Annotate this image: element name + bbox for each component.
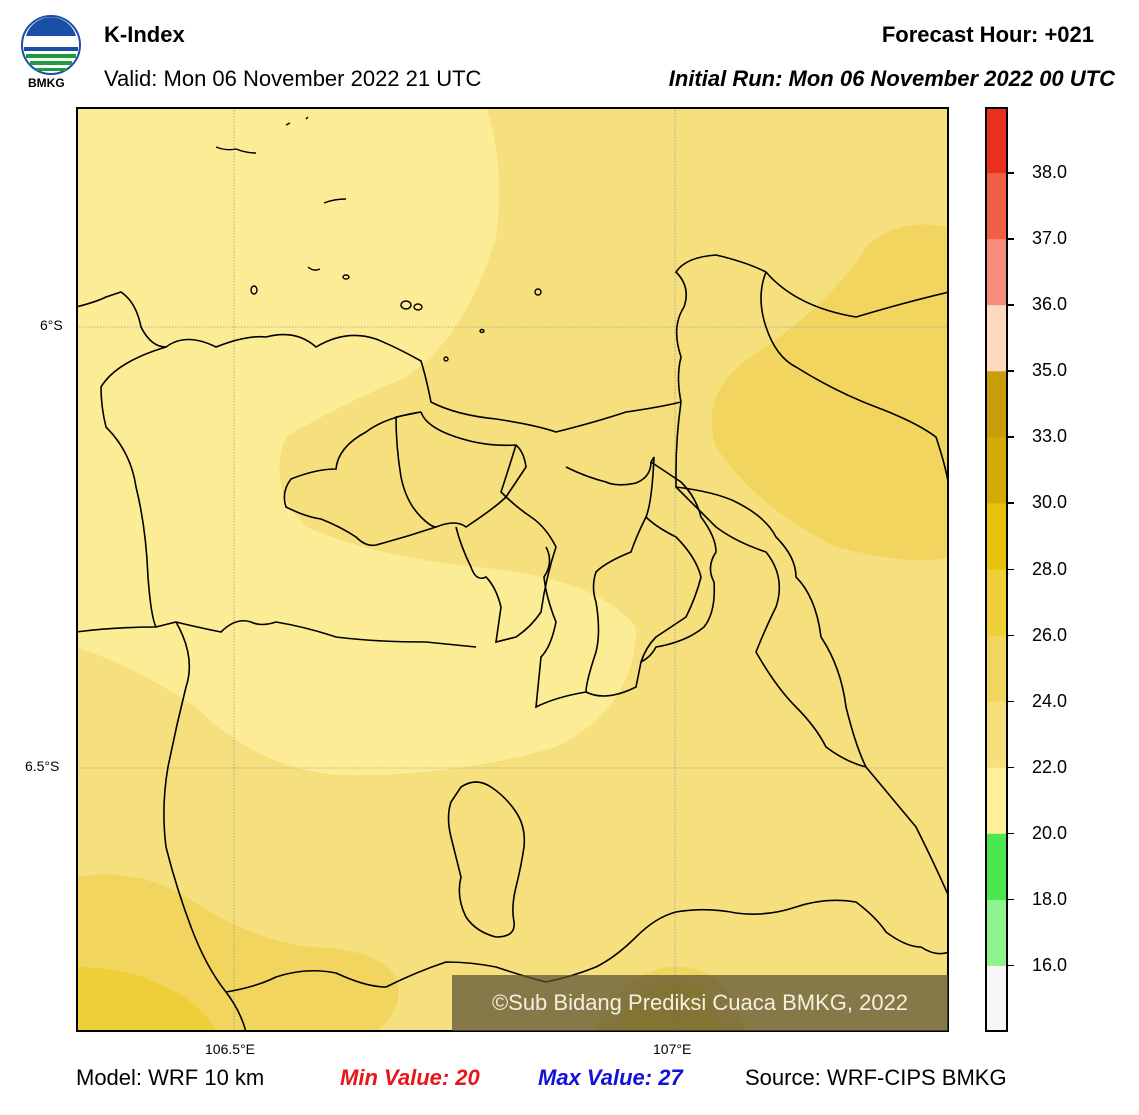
island-12 [443, 356, 449, 362]
colorbar-label: 35.0 [1032, 360, 1068, 381]
colorbar-label: 28.0 [1032, 558, 1068, 579]
field-light-region [76, 107, 636, 776]
map-frame [76, 107, 949, 1032]
colorbar-segment [985, 701, 1008, 769]
east-highlands [640, 516, 702, 663]
colorbar-label: 22.0 [1032, 756, 1068, 777]
island-2 [285, 122, 291, 126]
valid-time: Valid: Mon 06 November 2022 21 UTC [104, 66, 482, 91]
colorbar-segment [985, 899, 1008, 967]
colorbar-svg [985, 107, 1008, 1033]
colorbar-tick [1008, 766, 1014, 769]
map-svg [75, 107, 950, 1033]
central-block [535, 456, 655, 709]
logo-text: BMKG [28, 76, 65, 90]
colorbar-tick [1008, 502, 1014, 504]
colorbar-label: 38.0 [1032, 162, 1068, 183]
east-boundary [675, 401, 950, 898]
source-label: Source: WRF-CIPS BMKG [745, 1065, 1007, 1090]
lon-tick-1065e: 106.5°E [205, 1041, 255, 1057]
boundaries [75, 254, 950, 1033]
island-7 [250, 285, 258, 295]
forecast-hour: Forecast Hour: +021 [881, 22, 1094, 47]
west-border [75, 626, 157, 633]
colorbar-segment [985, 305, 1008, 372]
colorbar-segment [985, 173, 1008, 240]
colorbar-tick [1008, 964, 1014, 967]
initial-run: Initial Run: Mon 06 November 2022 00 UTC [668, 66, 1115, 91]
island-5 [307, 266, 321, 271]
central-vertical-1 [395, 411, 437, 528]
island-10 [534, 288, 542, 296]
islands [215, 116, 542, 362]
colorbar-segment [985, 239, 1008, 306]
island-4 [323, 198, 347, 204]
island-8 [400, 300, 412, 310]
colorbar-tick [1008, 238, 1014, 240]
chart-title: K-Index [104, 22, 185, 47]
colorbar-tick [1008, 436, 1014, 438]
colorbar-tick [1008, 700, 1014, 703]
colorbar-segment [985, 503, 1008, 570]
colorbar-label: 24.0 [1032, 690, 1068, 711]
colorbar-label: 33.0 [1032, 426, 1068, 447]
island-3 [305, 116, 309, 120]
colorbar-segment [985, 965, 1008, 1033]
colorbar-segment [985, 635, 1008, 703]
copyright-label: ©Sub Bidang Prediksi Cuaca BMKG, 2022 [452, 975, 948, 1031]
gridlines [76, 107, 949, 1032]
colorbar-tick [1008, 370, 1014, 372]
east-inner [585, 461, 717, 697]
colorbar-tick [1008, 832, 1014, 835]
central-lowlands [283, 411, 527, 547]
colorbar-label: 26.0 [1032, 624, 1068, 645]
colorbar-tick [1008, 172, 1014, 174]
central-vertical-2 [455, 444, 557, 644]
colorbar-tick [1008, 898, 1014, 901]
colorbar-label: 18.0 [1032, 888, 1068, 909]
colorbar-label: 30.0 [1032, 492, 1068, 513]
island-9 [413, 303, 423, 311]
south-central-west [225, 899, 950, 993]
coastline-east [674, 254, 950, 403]
south-lake [447, 781, 526, 938]
colorbar-segment [985, 107, 1008, 174]
colorbar-segment [985, 437, 1008, 504]
field-dark-region-bottom [76, 967, 216, 1032]
colorbar-label: 36.0 [1032, 294, 1068, 315]
colorbar-segment [985, 371, 1008, 438]
colorbar-tick [1008, 568, 1014, 570]
lon-tick-107e: 107°E [653, 1041, 692, 1057]
island-1 [215, 146, 257, 154]
bmkg-logo: BMKG [18, 12, 88, 92]
colorbar-segment [985, 569, 1008, 637]
island-11 [479, 328, 485, 334]
south-west [163, 621, 247, 1033]
colorbar-tick [1008, 304, 1014, 306]
east-coastal [760, 271, 950, 488]
island-6 [342, 274, 350, 280]
field-medium-region [711, 224, 949, 561]
map-area [75, 107, 950, 1033]
colorbar-label: 20.0 [1032, 822, 1068, 843]
lat-tick-6s: 6°S [40, 317, 63, 333]
colorbar-segment [985, 833, 1008, 901]
colorbar-tick [1008, 634, 1014, 637]
colorbar-segment [985, 767, 1008, 835]
min-value-label: Min Value: 20 [340, 1065, 480, 1090]
colorbar [985, 107, 1008, 1033]
colorbar-label: 37.0 [1032, 228, 1068, 249]
colorbar-frame [985, 107, 1008, 1032]
east-lowlands [675, 486, 867, 768]
max-value-label: Max Value: 27 [538, 1065, 683, 1090]
lat-tick-65s: 6.5°S [25, 758, 60, 774]
model-label: Model: WRF 10 km [76, 1065, 265, 1090]
bmkg-logo-icon [21, 15, 81, 75]
colorbar-label: 16.0 [1032, 954, 1068, 975]
coastline-west [75, 291, 682, 433]
